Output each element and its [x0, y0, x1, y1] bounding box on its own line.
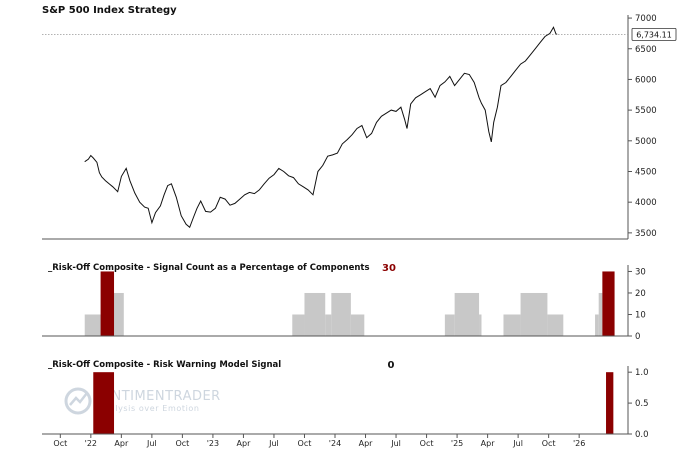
y-tick-label-0-5: 6000 — [635, 75, 657, 85]
last-value-label: 6,734.11 — [636, 30, 672, 39]
signal-count-highlight-0 — [100, 271, 115, 336]
x-tick-label-13: '25 — [451, 439, 463, 448]
signal-count-bar-7 — [444, 314, 455, 336]
signal-count-bar-3 — [304, 292, 326, 336]
x-tick-label-9: '24 — [329, 439, 341, 448]
x-tick-label-12: Oct — [420, 439, 434, 448]
signal-count-bar-11 — [520, 292, 548, 336]
x-tick-label-1: '22 — [85, 439, 97, 448]
x-tick-label-7: Jul — [268, 439, 279, 448]
x-tick-label-14: Apr — [481, 439, 496, 448]
x-tick-label-4: Oct — [175, 439, 189, 448]
signal-count-bar-10 — [503, 314, 521, 336]
sp500-line — [84, 26, 558, 229]
risk-warning-bar-1 — [606, 372, 614, 434]
signal-count-bar-13 — [595, 314, 599, 336]
y-tick-label-0-0: 3500 — [635, 229, 657, 239]
x-tick-label-8: Oct — [298, 439, 312, 448]
risk-warning-bar-0 — [93, 372, 115, 434]
chart-title: S&P 500 Index Strategy — [42, 5, 177, 16]
watermark-brand: SENTIMENTRADER — [94, 389, 221, 404]
x-tick-label-10: Apr — [359, 439, 374, 448]
signal-count-bar-2 — [292, 314, 305, 336]
watermark-logo-arrow — [69, 392, 88, 406]
y-tick-label-1-1: 10 — [635, 310, 646, 320]
y-tick-label-1-0: 0 — [635, 332, 640, 342]
signal-count-bar-8 — [454, 292, 480, 336]
y-tick-label-0-1: 4000 — [635, 198, 657, 208]
y-tick-label-2-2: 1.0 — [635, 368, 649, 378]
y-tick-label-0-7: 7000 — [635, 14, 657, 24]
x-tick-label-2: Apr — [114, 439, 129, 448]
signal-count-bar-9 — [479, 314, 482, 336]
y-tick-label-2-1: 0.5 — [635, 399, 649, 409]
watermark-logo-icon — [64, 387, 92, 415]
y-tick-label-0-2: 4500 — [635, 167, 657, 177]
signal-count-bar-12 — [547, 314, 564, 336]
panel3-current-value: 0 — [388, 360, 395, 371]
signal-count-bar-6 — [350, 314, 365, 336]
x-tick-label-5: '23 — [207, 439, 219, 448]
x-tick-label-15: Jul — [512, 439, 523, 448]
x-tick-label-6: Apr — [237, 439, 252, 448]
signal-count-bar-4 — [325, 314, 332, 336]
watermark-tagline: Analysis over Emotion — [98, 404, 200, 413]
y-tick-label-0-6: 6500 — [635, 45, 657, 55]
signal-count-highlight-1 — [602, 271, 615, 336]
y-tick-label-1-2: 20 — [635, 289, 646, 299]
y-tick-label-2-0: 0.0 — [635, 430, 649, 440]
panel2-current-value: 30 — [382, 263, 396, 274]
x-tick-label-11: Jul — [390, 439, 401, 448]
panel3-title: _Risk-Off Composite - Risk Warning Model… — [48, 360, 281, 370]
x-tick-label-17: '26 — [573, 439, 585, 448]
signal-count-bar-5 — [331, 292, 351, 336]
x-tick-label-3: Jul — [146, 439, 157, 448]
last-value-box — [631, 27, 677, 41]
panel2-title: _Risk-Off Composite - Signal Count as a … — [48, 263, 370, 273]
y-tick-label-1-3: 30 — [635, 267, 646, 277]
signal-count-bar-14 — [598, 292, 603, 336]
y-tick-label-0-4: 5500 — [635, 106, 657, 116]
y-tick-label-0-3: 5000 — [635, 137, 657, 147]
x-tick-label-16: Oct — [542, 439, 556, 448]
x-tick-label-0: Oct — [53, 439, 67, 448]
